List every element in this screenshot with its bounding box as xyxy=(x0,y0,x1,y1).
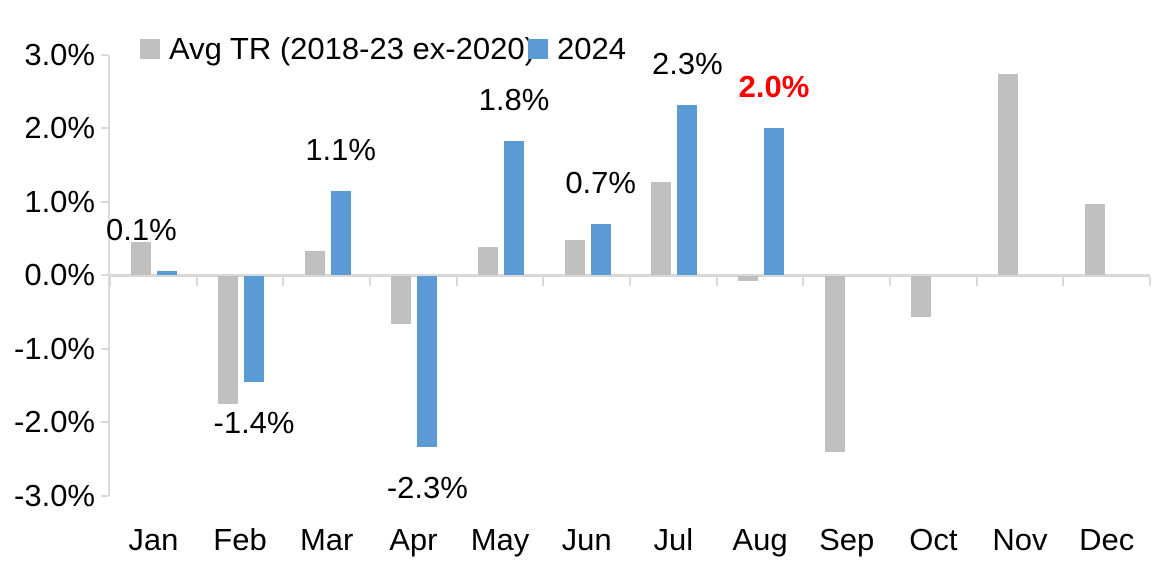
x-axis-label-oct: Oct xyxy=(909,522,958,557)
x-axis-tick xyxy=(195,277,198,286)
bar-avg-tr-2018-23-ex-2020-nov xyxy=(998,74,1018,275)
x-axis-tick xyxy=(629,277,631,286)
bar-2024-may xyxy=(504,141,524,275)
y-axis-tick-label: -1.0% xyxy=(14,330,95,366)
y-axis-tick-label: 2.0% xyxy=(24,110,95,145)
x-axis-label-sep: Sep xyxy=(819,522,875,557)
bar-avg-tr-2018-23-ex-2020-may xyxy=(478,247,498,275)
bar-avg-tr-2018-23-ex-2020-apr xyxy=(391,276,412,324)
legend-swatch-avg-tr-2018-23-ex-2020 xyxy=(140,38,160,59)
legend-label-2024: 2024 xyxy=(557,31,626,66)
y-axis-tick xyxy=(101,200,108,203)
y-axis-tick-label: 0.0% xyxy=(24,257,95,292)
x-axis-label-jul: Jul xyxy=(653,522,694,557)
bar-avg-tr-2018-23-ex-2020-jun xyxy=(564,239,585,275)
legend-item-2024: 2024 xyxy=(528,33,626,64)
y-axis-tick-label: 1.0% xyxy=(24,183,95,219)
y-axis-tick-label: -3.0% xyxy=(14,477,95,513)
bar-2024-aug xyxy=(764,128,784,275)
bar-2024-feb xyxy=(244,276,264,382)
x-axis-label-aug: Aug xyxy=(732,522,788,557)
y-axis-tick-label: -2.0% xyxy=(14,404,95,439)
bar-2024-jun xyxy=(590,224,611,275)
bar-2024-apr xyxy=(417,276,438,448)
x-axis-tick xyxy=(1149,277,1151,286)
y-axis-tick xyxy=(101,347,108,350)
legend-item-avg-tr-2018-23-ex-2020: Avg TR (2018-23 ex-2020) xyxy=(140,33,535,64)
data-label-feb: -1.4% xyxy=(213,404,295,440)
legend-swatch-2024 xyxy=(528,38,548,59)
bar-2024-jan xyxy=(157,271,178,275)
x-axis-label-apr: Apr xyxy=(389,522,438,557)
x-axis-label-jan: Jan xyxy=(128,522,179,557)
data-label-aug: 2.0% xyxy=(738,69,810,104)
x-axis-tick xyxy=(109,277,111,286)
bar-2024-jul xyxy=(677,105,698,275)
x-axis-label-jun: Jun xyxy=(561,522,612,557)
x-axis-label-may: May xyxy=(470,522,530,557)
y-axis-tick xyxy=(101,274,108,276)
bar-2024-mar xyxy=(330,191,351,275)
x-axis-tick xyxy=(715,277,718,286)
x-axis-label-dec: Dec xyxy=(1079,522,1135,557)
data-label-jan: 0.1% xyxy=(105,212,177,248)
x-axis-tick xyxy=(282,277,285,286)
bar-avg-tr-2018-23-ex-2020-jul xyxy=(651,182,672,275)
x-axis-tick xyxy=(542,277,545,286)
bar-avg-tr-2018-23-ex-2020-sep xyxy=(824,276,845,453)
bar-avg-tr-2018-23-ex-2020-dec xyxy=(1084,203,1105,275)
data-label-jul: 2.3% xyxy=(651,46,723,82)
bar-avg-tr-2018-23-ex-2020-mar xyxy=(304,251,325,275)
y-axis-tick xyxy=(101,494,108,497)
x-axis-tick xyxy=(889,277,891,286)
y-axis-tick-label: 3.0% xyxy=(24,36,95,72)
data-label-mar: 1.1% xyxy=(305,132,376,168)
bar-avg-tr-2018-23-ex-2020-oct xyxy=(911,276,932,318)
x-axis-tick xyxy=(369,277,371,286)
data-label-jun: 0.7% xyxy=(565,165,636,201)
bar-avg-tr-2018-23-ex-2020-feb xyxy=(218,276,238,404)
bar-avg-tr-2018-23-ex-2020-aug xyxy=(738,276,758,282)
x-axis-label-mar: Mar xyxy=(299,522,354,557)
y-axis-line xyxy=(108,54,110,496)
x-axis-tick xyxy=(455,277,458,286)
x-axis-tick xyxy=(975,277,978,286)
x-axis-label-feb: Feb xyxy=(213,522,267,557)
x-axis-tick xyxy=(802,277,805,286)
bar-avg-tr-2018-23-ex-2020-jan xyxy=(131,241,152,275)
legend-label-avg-tr-2018-23-ex-2020: Avg TR (2018-23 ex-2020) xyxy=(169,31,535,66)
y-axis-tick xyxy=(101,421,108,423)
x-axis-label-nov: Nov xyxy=(992,522,1048,557)
y-axis-tick xyxy=(101,127,108,129)
x-axis-line xyxy=(110,274,1150,277)
y-axis-tick xyxy=(101,53,108,56)
data-label-apr: -2.3% xyxy=(386,470,468,506)
data-label-may: 1.8% xyxy=(478,82,550,118)
x-axis-tick xyxy=(1062,277,1065,286)
